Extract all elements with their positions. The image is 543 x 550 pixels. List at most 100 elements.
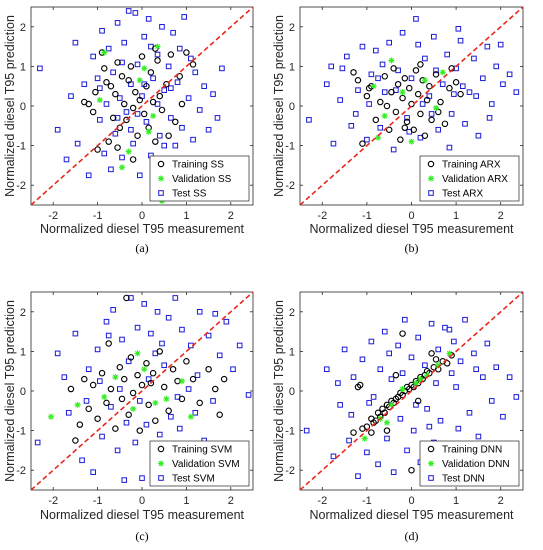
- y-axis-label: Normalized diesel T95 prediction: [3, 15, 17, 197]
- data-point: [236, 342, 243, 349]
- data-point: [395, 342, 401, 349]
- data-point: [455, 425, 462, 432]
- x-tick-label: -2: [48, 210, 58, 222]
- data-point: [161, 87, 167, 93]
- data-point: [97, 378, 103, 384]
- reference-line: [300, 7, 523, 205]
- data-point: [356, 381, 364, 389]
- data-point: [471, 350, 477, 357]
- data-point: [139, 475, 145, 481]
- data-point: [446, 326, 453, 333]
- data-point: [130, 405, 137, 412]
- data-point: [130, 140, 136, 147]
- data-point: [383, 102, 391, 110]
- data-point: [169, 365, 177, 373]
- data-point: [386, 350, 392, 357]
- data-point: [165, 132, 172, 139]
- data-point: [337, 402, 343, 408]
- legend-marker: [158, 460, 164, 467]
- data-point: [98, 369, 106, 377]
- data-point: [172, 142, 179, 149]
- data-point: [136, 172, 143, 179]
- x-tick-label: 1: [183, 210, 189, 222]
- data-point: [377, 124, 384, 131]
- data-point: [125, 148, 132, 155]
- data-point: [364, 136, 370, 143]
- data-point: [125, 77, 132, 84]
- data-point: [141, 33, 148, 40]
- data-point: [359, 356, 366, 363]
- data-point: [65, 409, 72, 416]
- data-point: [196, 107, 203, 113]
- data-point: [303, 427, 310, 434]
- data-point: [341, 346, 348, 353]
- data-point: [154, 51, 161, 58]
- data-point: [163, 395, 170, 402]
- data-point: [145, 401, 152, 409]
- data-point: [148, 330, 154, 337]
- data-point: [361, 435, 368, 442]
- data-point: [156, 92, 164, 100]
- data-point: [448, 370, 455, 376]
- data-point: [210, 91, 216, 97]
- data-point: [352, 111, 359, 117]
- data-point: [68, 93, 74, 99]
- data-point: [446, 84, 453, 92]
- data-point: [147, 69, 155, 76]
- series-circle: [81, 45, 197, 163]
- y-tick-label: -2: [16, 180, 26, 192]
- data-point: [123, 116, 130, 124]
- data-point: [37, 65, 43, 72]
- data-point: [119, 154, 125, 161]
- data-point: [176, 45, 183, 52]
- data-point: [432, 356, 440, 363]
- data-point: [121, 477, 128, 483]
- data-point: [132, 88, 139, 96]
- panel-label: (b): [405, 241, 419, 255]
- data-point: [154, 57, 161, 64]
- data-point: [381, 73, 388, 80]
- data-point: [363, 423, 371, 430]
- panel-label: (d): [405, 529, 419, 543]
- data-point: [179, 124, 185, 131]
- data-point: [373, 47, 379, 54]
- data-point: [306, 117, 312, 123]
- legend-marker: [158, 475, 164, 481]
- data-point: [74, 401, 81, 408]
- legend-entry: Validation SVM: [172, 459, 240, 470]
- data-point: [475, 433, 482, 440]
- data-point: [457, 37, 464, 44]
- data-point: [453, 384, 459, 390]
- y-tick-label: -1: [285, 426, 295, 438]
- data-point: [439, 81, 446, 88]
- data-point: [85, 172, 92, 179]
- data-point: [168, 85, 174, 91]
- legend: Training SVM Validation SVM Test SVM: [149, 440, 250, 487]
- data-point: [150, 112, 157, 119]
- data-point: [359, 43, 366, 50]
- data-point: [74, 140, 81, 147]
- y-tick-label: -1: [16, 426, 26, 438]
- data-point: [364, 449, 370, 456]
- data-point: [422, 362, 428, 369]
- x-tick-label: -1: [362, 495, 372, 507]
- data-point: [196, 309, 203, 315]
- x-axis-label: Normalized diesel T95 measurement: [309, 222, 514, 236]
- data-point: [381, 328, 388, 335]
- data-point: [185, 95, 192, 101]
- data-point: [120, 100, 128, 108]
- data-point: [488, 101, 495, 107]
- data-point: [480, 75, 486, 82]
- data-point: [339, 65, 346, 72]
- series-square: [37, 8, 225, 188]
- data-point: [101, 65, 108, 72]
- data-point: [94, 415, 101, 422]
- data-point: [112, 130, 119, 137]
- legend-entry: Validation DNN: [442, 459, 510, 470]
- x-axis-label: Normalized diesel T95 measurement: [40, 508, 245, 522]
- data-point: [408, 138, 415, 145]
- data-point: [210, 398, 216, 404]
- data-point: [337, 97, 343, 103]
- x-tick-label: 0: [408, 210, 414, 222]
- x-tick-label: 0: [139, 495, 145, 507]
